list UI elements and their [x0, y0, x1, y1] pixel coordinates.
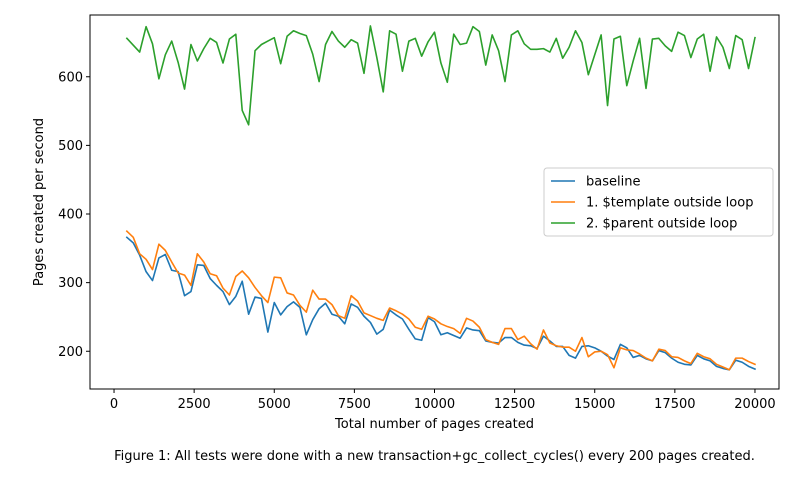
series-layer [125, 25, 757, 371]
x-tick-label: 15000 [574, 397, 615, 412]
y-axis-label: Pages created per second [32, 118, 47, 286]
x-axis-label: Total number of pages created [334, 417, 534, 432]
x-tick-label: 10000 [414, 397, 455, 412]
y-tick-label: 300 [58, 276, 83, 291]
legend-label: baseline [586, 175, 640, 190]
series-line [125, 230, 757, 371]
y-tick-label: 400 [58, 208, 83, 223]
y-axis-ticks: 200 300 400 500 600 [58, 70, 90, 360]
legend-box [543, 167, 774, 237]
legend-label: 1. $template outside loop [586, 196, 753, 211]
figure-caption: Figure 1: All tests were done with a new… [114, 449, 755, 464]
y-tick-label: 200 [58, 345, 83, 360]
series-line [125, 25, 756, 126]
y-tick-label: 500 [58, 139, 83, 154]
x-axis-ticks: 0 2500 5000 7500 10000 12500 15000 17500 20000 [110, 389, 776, 412]
x-tick-label: 2500 [178, 397, 211, 412]
x-tick-label: 5000 [258, 397, 291, 412]
x-tick-label: 17500 [654, 397, 695, 412]
x-tick-label: 7500 [338, 397, 371, 412]
x-tick-label: 0 [110, 397, 118, 412]
line-chart: 0 2500 5000 7500 10000 12500 15000 17500 20000 2… [32, 14, 780, 432]
y-tick-label: 600 [58, 70, 83, 85]
legend: baseline 1. $template outside loop 2. $par… [543, 167, 774, 237]
legend-label: 2. $parent outside loop [586, 217, 737, 232]
x-tick-label: 20000 [734, 397, 775, 412]
x-tick-label: 12500 [494, 397, 535, 412]
